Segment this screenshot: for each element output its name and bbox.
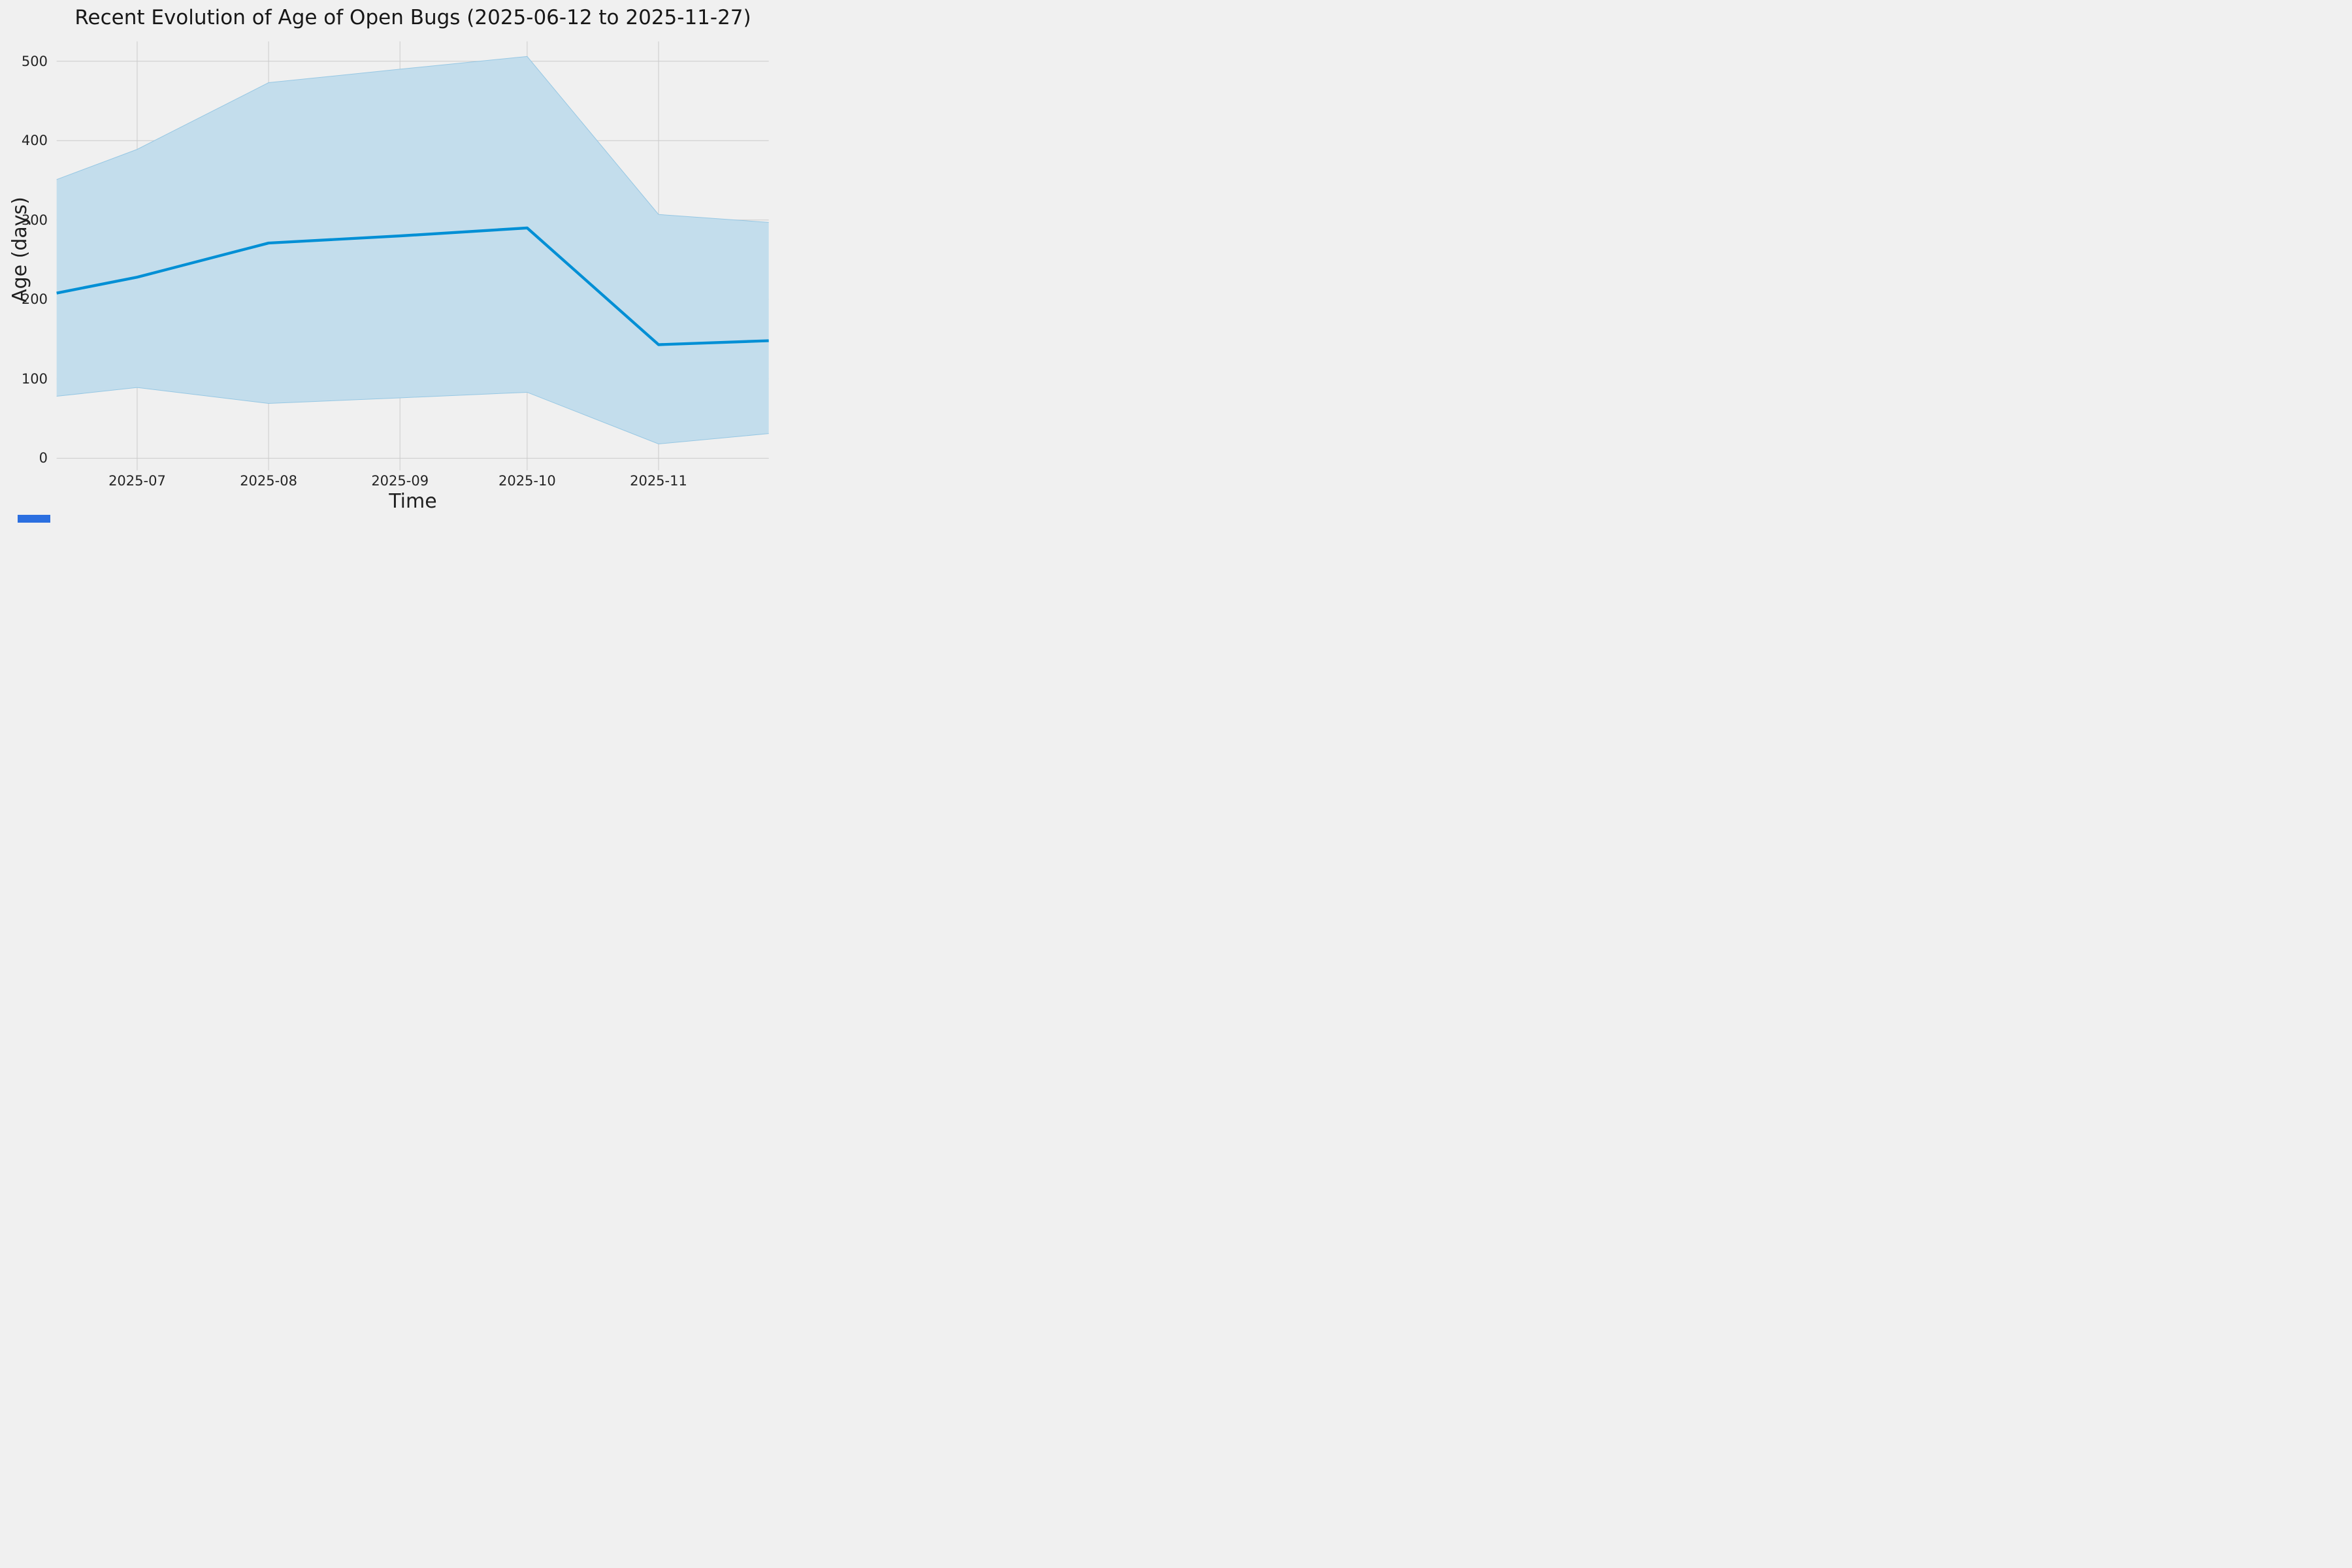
x-tick-label: 2025-10 xyxy=(498,473,556,489)
y-tick-label: 400 xyxy=(21,133,48,149)
plot-area xyxy=(56,41,769,470)
confidence-band-lower-edge xyxy=(56,387,769,444)
y-tick-label: 0 xyxy=(39,450,48,466)
confidence-band-upper-edge xyxy=(56,56,769,223)
x-axis-label: Time xyxy=(389,490,437,513)
y-tick-label: 200 xyxy=(21,291,48,308)
confidence-band xyxy=(56,56,769,444)
median-line xyxy=(56,226,769,346)
x-tick-label: 2025-09 xyxy=(371,473,429,489)
corner-strip xyxy=(18,515,50,523)
y-axis-label: Age (days) xyxy=(8,197,31,302)
y-tick-label: 300 xyxy=(21,212,48,228)
chart-title: Recent Evolution of Age of Open Bugs (20… xyxy=(74,6,751,29)
y-tick-label: 500 xyxy=(21,53,48,69)
x-tick-label: 2025-07 xyxy=(108,473,166,489)
y-tick-label: 100 xyxy=(21,370,48,387)
x-tick-label: 2025-08 xyxy=(240,473,297,489)
x-tick-label: 2025-11 xyxy=(630,473,687,489)
chart: Recent Evolution of Age of Open Bugs (20… xyxy=(0,0,784,523)
